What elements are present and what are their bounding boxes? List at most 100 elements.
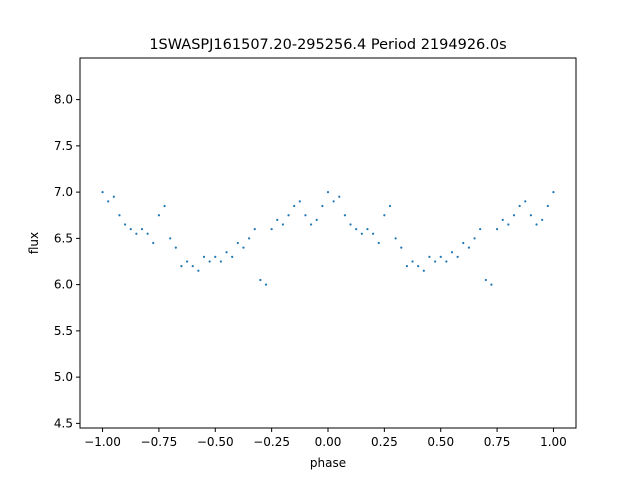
- data-point: [231, 255, 234, 258]
- x-tick-label: −0.25: [253, 435, 290, 449]
- data-point: [445, 260, 448, 263]
- chart-title: 1SWASPJ161507.20-295256.4 Period 2194926…: [149, 37, 506, 53]
- x-tick-label: 0.75: [484, 435, 511, 449]
- data-point: [180, 265, 183, 268]
- data-point: [524, 200, 527, 203]
- x-tick-label: 0.00: [315, 435, 342, 449]
- data-point: [146, 232, 149, 235]
- data-point: [140, 228, 144, 231]
- data-point: [394, 237, 397, 240]
- x-tick-label: −0.75: [141, 435, 178, 449]
- data-point: [152, 241, 155, 245]
- data-point: [185, 260, 189, 263]
- data-point: [101, 191, 104, 194]
- data-point: [383, 214, 386, 217]
- data-point: [315, 218, 318, 221]
- data-point: [484, 278, 487, 282]
- data-point: [191, 265, 194, 268]
- data-point: [512, 214, 516, 217]
- data-point: [321, 204, 324, 208]
- data-point: [242, 246, 245, 249]
- data-point: [123, 223, 127, 226]
- data-point: [225, 251, 228, 254]
- data-point: [259, 278, 262, 282]
- data-point: [439, 255, 442, 258]
- data-point: [343, 214, 347, 217]
- data-point: [411, 260, 414, 263]
- y-tick-label: 7.5: [54, 139, 73, 153]
- data-point: [202, 255, 206, 258]
- data-point: [326, 191, 330, 194]
- x-tick-label: −1.00: [84, 435, 121, 449]
- data-point: [507, 223, 510, 226]
- data-point: [541, 218, 544, 221]
- x-axis-label: phase: [310, 456, 346, 470]
- data-point: [490, 283, 493, 286]
- y-tick-label: 7.0: [54, 185, 73, 199]
- data-point: [287, 214, 290, 217]
- data-point: [281, 223, 285, 226]
- y-tick-label: 8.0: [54, 93, 73, 107]
- y-axis-label: flux: [27, 232, 41, 254]
- data-point: [479, 228, 482, 231]
- data-point: [529, 214, 533, 217]
- data-point: [236, 241, 239, 245]
- data-point: [129, 228, 132, 231]
- data-point: [462, 241, 465, 245]
- y-tick-label: 4.5: [54, 416, 73, 430]
- data-point: [366, 228, 369, 231]
- data-point: [501, 218, 504, 221]
- data-point: [371, 232, 375, 235]
- data-point: [219, 260, 223, 263]
- data-point: [456, 255, 459, 258]
- x-tick-label: 0.25: [371, 435, 398, 449]
- data-point: [208, 260, 211, 263]
- data-point: [338, 195, 341, 198]
- data-point: [174, 246, 177, 249]
- data-point: [304, 214, 307, 217]
- data-point: [349, 223, 352, 226]
- data-point: [197, 269, 200, 272]
- data-point: [332, 200, 335, 203]
- data-point: [552, 191, 555, 194]
- data-point: [214, 255, 217, 258]
- data-point: [422, 269, 425, 272]
- x-axis-ticks: −1.00 −0.75 −0.50 −0.25 0.00 0.25 0.50 0.75 1.00: [84, 428, 567, 449]
- data-point: [417, 265, 420, 268]
- data-point: [163, 204, 166, 208]
- data-point: [107, 200, 110, 203]
- data-point: [118, 214, 121, 217]
- y-axis-ticks: 4.5 5.0 5.5 6.0 6.5 7.0 7.5 8.0: [54, 93, 80, 430]
- y-tick-label: 6.0: [54, 278, 73, 292]
- data-point: [546, 204, 549, 208]
- data-points: [101, 191, 555, 286]
- data-point: [253, 228, 256, 231]
- y-tick-label: 5.5: [54, 324, 73, 338]
- data-point: [247, 237, 251, 240]
- data-point: [298, 200, 301, 203]
- data-point: [400, 246, 403, 249]
- data-point: [157, 214, 161, 217]
- data-point: [518, 204, 521, 208]
- data-point: [433, 260, 437, 263]
- data-point: [264, 283, 268, 286]
- data-point: [112, 195, 115, 198]
- x-tick-label: −0.50: [197, 435, 234, 449]
- data-point: [388, 204, 392, 208]
- data-point: [428, 255, 431, 258]
- data-point: [405, 265, 409, 268]
- data-point: [270, 228, 273, 231]
- data-point: [473, 237, 476, 240]
- data-point: [169, 237, 172, 240]
- x-tick-label: 1.00: [540, 435, 567, 449]
- data-point: [355, 228, 358, 231]
- x-tick-label: 0.50: [427, 435, 454, 449]
- data-point: [377, 241, 380, 245]
- data-point: [293, 204, 296, 208]
- data-point: [135, 232, 138, 235]
- y-tick-label: 6.5: [54, 231, 73, 245]
- data-point: [535, 223, 538, 226]
- data-point: [450, 251, 454, 254]
